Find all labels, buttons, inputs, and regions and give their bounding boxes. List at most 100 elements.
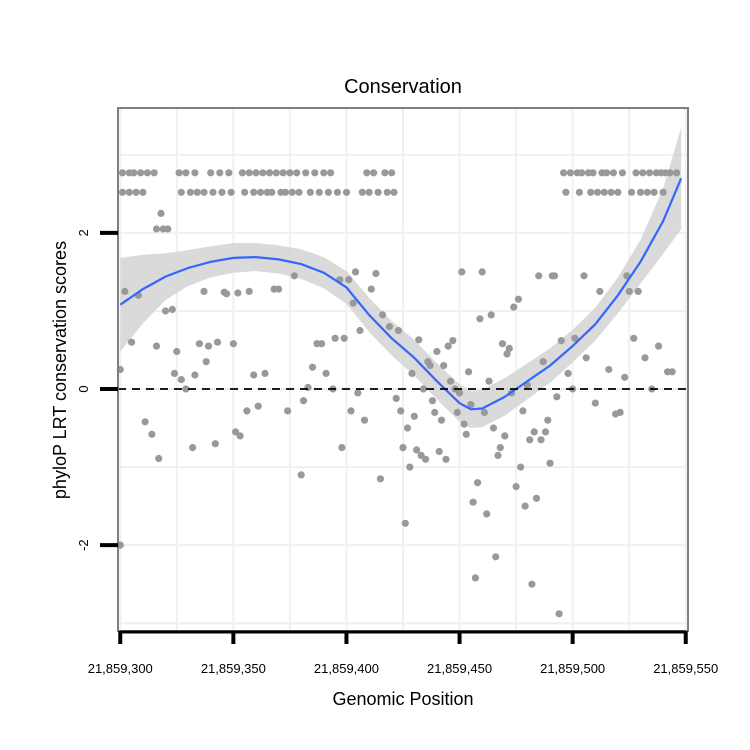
data-point xyxy=(480,408,488,416)
data-point xyxy=(193,188,201,196)
data-point xyxy=(137,169,145,177)
data-point xyxy=(596,287,604,295)
data-point xyxy=(503,350,511,358)
data-point xyxy=(173,347,181,356)
data-point xyxy=(333,188,341,196)
x-tick-label: 21,859,500 xyxy=(540,661,605,676)
data-point xyxy=(182,169,190,177)
data-point xyxy=(521,502,529,510)
data-point xyxy=(191,169,199,177)
data-point xyxy=(347,407,355,415)
data-point xyxy=(318,340,326,348)
data-point xyxy=(286,169,294,177)
data-point xyxy=(376,475,384,483)
data-point xyxy=(668,368,676,376)
data-point xyxy=(279,169,287,177)
data-point xyxy=(132,188,140,196)
data-point xyxy=(250,188,258,196)
data-point xyxy=(245,287,253,295)
data-point xyxy=(168,305,176,313)
data-point xyxy=(243,407,251,415)
data-point xyxy=(645,169,654,177)
data-point xyxy=(152,342,161,350)
y-tick-label: 0 xyxy=(76,385,91,392)
data-point xyxy=(455,389,464,397)
data-point xyxy=(485,377,493,385)
data-point xyxy=(627,188,636,196)
data-point xyxy=(365,188,373,196)
data-point xyxy=(200,287,208,295)
data-point xyxy=(618,169,627,177)
data-point xyxy=(616,408,624,416)
data-point xyxy=(557,337,565,345)
data-point xyxy=(268,188,276,196)
data-point xyxy=(175,169,183,177)
data-point xyxy=(177,376,185,384)
data-point xyxy=(465,368,473,376)
data-point xyxy=(512,483,520,491)
x-axis-label: Genomic Position xyxy=(332,689,473,709)
data-point xyxy=(141,418,149,426)
data-point xyxy=(489,424,498,432)
data-point xyxy=(639,169,647,177)
data-point xyxy=(435,447,443,456)
data-point xyxy=(474,479,482,487)
data-point xyxy=(177,188,185,196)
data-point xyxy=(514,295,523,303)
data-point xyxy=(182,385,190,393)
data-point xyxy=(530,428,538,436)
data-point xyxy=(519,407,527,415)
y-axis-ticks: -2 0 2 xyxy=(76,229,118,551)
data-point xyxy=(614,188,622,196)
x-axis-ticks: 21,859,300 21,859,350 21,859,400 21,859,450… xyxy=(88,630,718,676)
data-point xyxy=(367,285,375,293)
data-point xyxy=(295,188,303,196)
data-point xyxy=(125,188,133,196)
data-point xyxy=(204,342,213,350)
data-point xyxy=(118,169,127,177)
data-point xyxy=(245,169,253,177)
data-point xyxy=(130,169,138,177)
data-point xyxy=(304,383,312,392)
data-point xyxy=(385,323,393,331)
data-point xyxy=(431,408,439,416)
data-point xyxy=(374,188,382,196)
data-point xyxy=(444,342,452,350)
data-point xyxy=(428,397,436,405)
data-point xyxy=(311,169,319,177)
data-point xyxy=(229,340,237,348)
data-point xyxy=(496,444,504,452)
data-point xyxy=(207,169,215,177)
chart-title: Conservation xyxy=(344,76,462,98)
data-point xyxy=(643,188,651,196)
data-point xyxy=(397,407,405,415)
data-point xyxy=(449,337,457,345)
data-point xyxy=(254,402,262,410)
data-point xyxy=(322,369,330,377)
data-point xyxy=(143,169,151,177)
data-point xyxy=(299,397,308,405)
data-point xyxy=(591,399,599,407)
data-point xyxy=(410,412,418,420)
data-point xyxy=(128,338,136,346)
x-tick-label: 21,859,450 xyxy=(427,661,492,676)
data-point xyxy=(419,385,427,393)
data-point xyxy=(281,188,289,196)
data-point xyxy=(327,169,335,177)
data-point xyxy=(505,344,513,352)
data-point xyxy=(338,444,346,452)
data-point xyxy=(575,188,584,196)
data-point xyxy=(403,424,412,432)
data-point xyxy=(324,188,332,196)
data-point xyxy=(553,393,561,401)
data-point xyxy=(121,287,129,295)
data-point xyxy=(535,272,543,280)
data-point xyxy=(189,444,197,452)
data-point xyxy=(370,169,378,177)
data-point xyxy=(673,169,681,177)
data-point xyxy=(546,459,554,467)
data-point xyxy=(306,188,314,196)
data-point xyxy=(571,334,579,342)
data-point xyxy=(256,188,265,196)
data-point xyxy=(636,188,645,196)
